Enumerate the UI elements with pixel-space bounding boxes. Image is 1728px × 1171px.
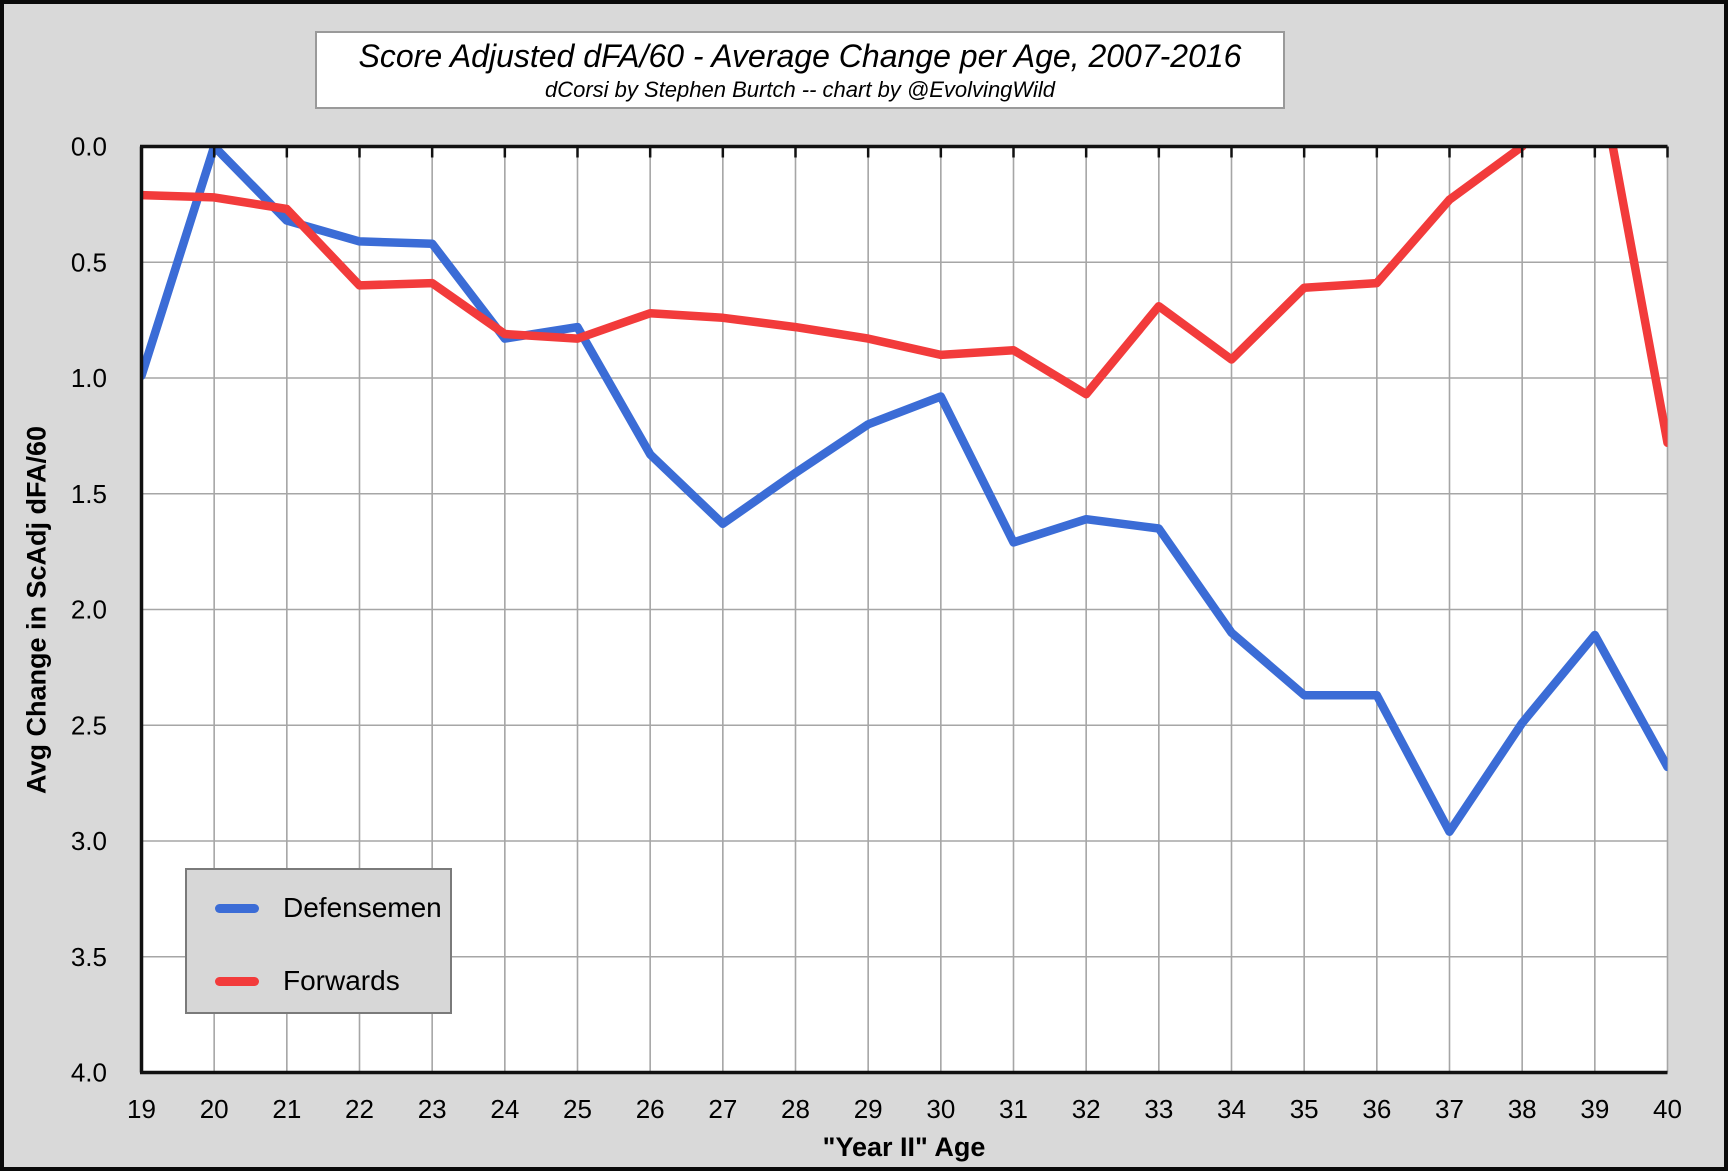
x-tick-label: 31 — [999, 1094, 1028, 1124]
y-tick-label: 3.0 — [71, 826, 107, 856]
chart-line-defensemen — [141, 145, 1668, 836]
y-tick-label: 2.0 — [71, 595, 107, 625]
x-tick-label: 19 — [127, 1094, 156, 1124]
x-tick-label: 32 — [1072, 1094, 1101, 1124]
defensemen-line-swatch — [215, 903, 259, 913]
x-tick-label: 21 — [272, 1094, 301, 1124]
y-tick-label: 0.5 — [71, 247, 107, 277]
x-tick-label: 27 — [708, 1094, 737, 1124]
x-tick-label: 28 — [781, 1094, 810, 1124]
legend-item-forwards: Forwards — [187, 962, 450, 1000]
legend-label-forwards: Forwards — [283, 965, 400, 996]
y-tick-label: 2.5 — [71, 710, 107, 740]
x-tick-label: 33 — [1144, 1094, 1173, 1124]
x-axis-title: "Year II" Age — [822, 1132, 986, 1162]
x-tick-label: 30 — [926, 1094, 955, 1124]
x-tick-label: 40 — [1653, 1094, 1682, 1124]
forwards-line-swatch — [215, 976, 259, 986]
x-tick-label: 36 — [1362, 1094, 1391, 1124]
chart-title: Score Adjusted dFA/60 - Average Change p… — [358, 38, 1242, 74]
x-tick-label: 38 — [1508, 1094, 1537, 1124]
title-box: Score Adjusted dFA/60 - Average Change p… — [315, 31, 1285, 109]
x-tick-label: 37 — [1435, 1094, 1464, 1124]
y-tick-label: 4.0 — [71, 1058, 107, 1088]
x-tick-label: 24 — [490, 1094, 519, 1124]
x-tick-label: 20 — [200, 1094, 229, 1124]
chart-line-forwards — [141, 145, 1668, 448]
x-tick-label: 25 — [563, 1094, 592, 1124]
x-tick-label: 34 — [1217, 1094, 1246, 1124]
y-tick-label: 1.0 — [71, 363, 107, 393]
x-tick-label: 39 — [1580, 1094, 1609, 1124]
legend-label-defensemen: Defensemen — [283, 892, 442, 923]
x-tick-label: 26 — [636, 1094, 665, 1124]
chart-subtitle: dCorsi by Stephen Burtch -- chart by @Ev… — [544, 77, 1055, 102]
y-axis-title: Avg Change in ScAdj dFA/60 — [21, 425, 52, 795]
x-tick-label: 23 — [418, 1094, 447, 1124]
legend-item-defensemen: Defensemen — [187, 889, 450, 927]
y-tick-label: 0.0 — [71, 132, 107, 162]
x-tick-label: 22 — [345, 1094, 374, 1124]
y-tick-label: 1.5 — [71, 479, 107, 509]
legend: Defensemen Forwards — [185, 868, 452, 1014]
x-tick-label: 35 — [1290, 1094, 1319, 1124]
x-tick-label: 29 — [854, 1094, 883, 1124]
y-tick-label: 3.5 — [71, 942, 107, 972]
